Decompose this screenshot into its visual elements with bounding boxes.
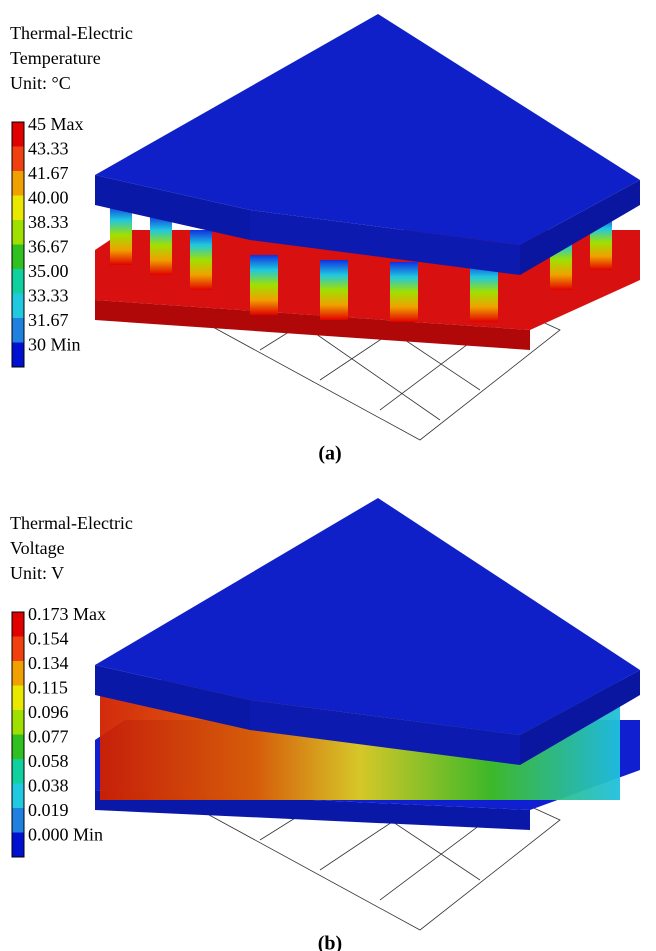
legend-title: Unit: V	[10, 563, 64, 583]
legend-swatch	[12, 245, 24, 270]
legend-label: 40.00	[28, 188, 69, 208]
legend-label: 0.096	[28, 702, 69, 722]
legend-title: Thermal-Electric	[10, 23, 133, 43]
legend-label: 31.67	[28, 310, 69, 330]
legend-label: 33.33	[28, 286, 69, 306]
legend-label: 38.33	[28, 212, 69, 232]
legend-label: 41.67	[28, 163, 69, 183]
legend-label: 0.115	[28, 678, 68, 698]
legend-swatch	[12, 294, 24, 319]
legend-swatch	[12, 343, 24, 368]
legend-label: 0.173 Max	[28, 604, 106, 624]
legend-swatch	[12, 759, 24, 784]
legend-label: 0.000 Min	[28, 825, 103, 845]
legend-label: 0.038	[28, 776, 69, 796]
legend-swatch	[12, 735, 24, 760]
legend-title: Thermal-Electric	[10, 513, 133, 533]
model-b	[95, 498, 640, 930]
legend-swatch	[12, 171, 24, 196]
legend-swatch	[12, 710, 24, 735]
legend-label: 0.154	[28, 629, 69, 649]
legend-label: 43.33	[28, 139, 69, 159]
legend-swatch	[12, 686, 24, 711]
legend-swatch	[12, 637, 24, 662]
figure: Thermal-Electric Temperature Unit: °C 45 Ma…	[0, 0, 656, 951]
legend-label: 45 Max	[28, 114, 84, 134]
legend-swatch	[12, 318, 24, 343]
caption: (b)	[318, 933, 342, 951]
legend-label: 0.019	[28, 800, 69, 820]
legend-swatch	[12, 122, 24, 147]
legend-title: Unit: °C	[10, 73, 71, 93]
legend-label: 36.67	[28, 237, 69, 257]
legend-swatch	[12, 269, 24, 294]
legend-label: 35.00	[28, 261, 69, 281]
legend-label: 0.134	[28, 653, 69, 673]
model-a	[95, 14, 640, 440]
legend-swatch	[12, 808, 24, 833]
legend-swatch	[12, 661, 24, 686]
legend-label: 0.058	[28, 751, 69, 771]
caption: (a)	[318, 443, 341, 465]
legend-swatch	[12, 196, 24, 221]
legend-swatch	[12, 220, 24, 245]
legend-swatch	[12, 612, 24, 637]
legend-swatch	[12, 784, 24, 809]
legend-label: 30 Min	[28, 335, 81, 355]
legend-swatch	[12, 147, 24, 172]
legend-title: Temperature	[10, 48, 101, 68]
legend-swatch	[12, 833, 24, 858]
legend-title: Voltage	[10, 538, 65, 558]
legend-label: 0.077	[28, 727, 69, 747]
